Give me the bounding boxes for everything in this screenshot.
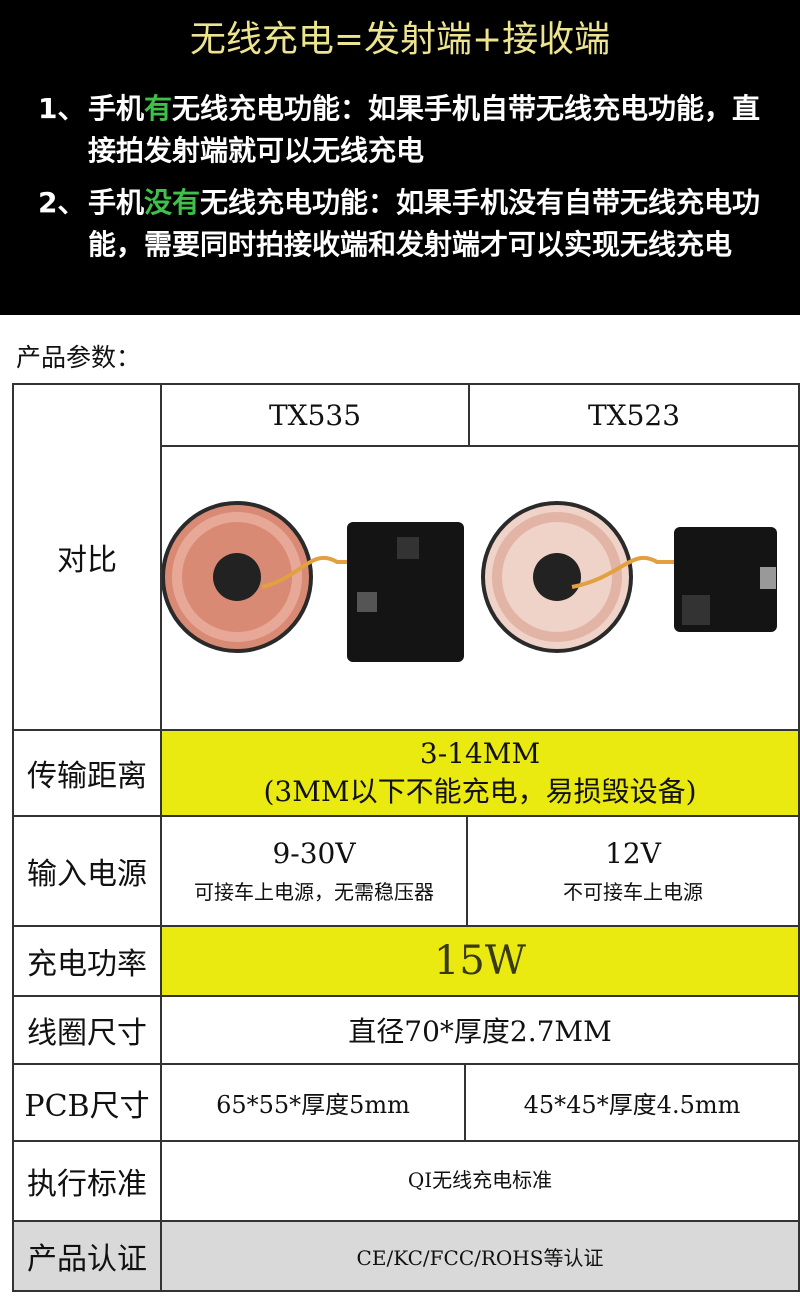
section-label: 产品参数： (16, 343, 142, 372)
coil-wire (261, 555, 350, 589)
coil-ring (172, 512, 302, 642)
merged-cell: QI无线充电标准 (160, 1140, 800, 1222)
image-cell (160, 445, 800, 731)
usb-port (760, 567, 776, 589)
column-header: TX535 (160, 383, 470, 447)
highlight: 有 (144, 92, 173, 125)
cell-text: 65*55*厚度5mm (216, 1091, 410, 1119)
point-number: 1、 (38, 92, 86, 125)
cell: 9-30V 可接车上电源，无需稳压器 (160, 815, 468, 927)
row-label: 执行标准 (12, 1140, 162, 1222)
row-label: PCB尺寸 (12, 1063, 162, 1142)
column-header: TX523 (468, 383, 800, 447)
cell: 45*45*厚度4.5mm (464, 1063, 800, 1142)
coil-wire (571, 555, 674, 589)
chip (357, 592, 377, 612)
merged-cell: 直径70*厚度2.7MM (160, 995, 800, 1065)
point: 1、 手机有无线充电功能：如果手机自带无线充电功能，直接拍发射端就可以无线充电 (38, 88, 778, 172)
header: 无线充电=发射端+接收端 1、 手机有无线充电功能：如果手机自带无线充电功能，直… (0, 0, 800, 315)
merged-cell: 3-14MM (3MM以下不能充电，易损毁设备) (160, 729, 800, 817)
coil-ring (492, 512, 622, 642)
coil-core (213, 553, 261, 601)
merged-cell: 15W (160, 925, 800, 997)
text: 无线充电功能：如果手机自带无线充电功能，直接拍发射端就可以无线充电 (88, 92, 761, 167)
cell-text: 3-14MM (419, 736, 541, 770)
point-text: 手机没有无线充电功能：如果手机没有自带无线充电功能，需要同时拍接收端和发射端才可… (88, 182, 768, 266)
coil-core (533, 553, 581, 601)
cell-note: 不可接车上电源 (563, 880, 703, 904)
cell-text: (3MM以下不能充电，易损毁设备) (263, 774, 697, 808)
text: 手机 (88, 186, 145, 219)
chip (682, 595, 710, 625)
pcb (347, 522, 464, 662)
row-label: 产品认证 (12, 1220, 162, 1292)
text: 无线充电功能：如果手机没有自带无线充电功能，需要同时拍接收端和发射端才可以实现无… (88, 186, 761, 261)
point-number: 2、 (38, 186, 86, 219)
cell-text: 45*45*厚度4.5mm (523, 1091, 741, 1119)
row-label: 对比 (12, 383, 162, 731)
cell: 65*55*厚度5mm (160, 1063, 466, 1142)
text: 手机 (88, 92, 145, 125)
cell-text: CE/KC/FCC/ROHS等认证 (356, 1245, 604, 1270)
chip (397, 537, 419, 559)
cell-note: 可接车上电源，无需稳压器 (194, 880, 434, 904)
cell-text: 15W (433, 938, 526, 984)
point-text: 手机有无线充电功能：如果手机自带无线充电功能，直接拍发射端就可以无线充电 (88, 88, 768, 172)
row-label: 输入电源 (12, 815, 162, 927)
highlight: 没有 (144, 186, 201, 219)
title: 无线充电=发射端+接收端 (189, 19, 611, 60)
point: 2、 手机没有无线充电功能：如果手机没有自带无线充电功能，需要同时拍接收端和发射… (38, 182, 778, 266)
row-label: 传输距离 (12, 729, 162, 817)
product-images (162, 501, 777, 662)
cell-text: 9-30V (272, 837, 356, 870)
row-label: 充电功率 (12, 925, 162, 997)
cell: 12V 不可接车上电源 (466, 815, 800, 927)
cell-text: QI无线充电标准 (407, 1168, 553, 1192)
cell-text: 直径70*厚度2.7MM (348, 1015, 612, 1048)
row-label: 线圈尺寸 (12, 995, 162, 1065)
cell-text: 12V (605, 837, 661, 870)
merged-cell: CE/KC/FCC/ROHS等认证 (160, 1220, 800, 1292)
